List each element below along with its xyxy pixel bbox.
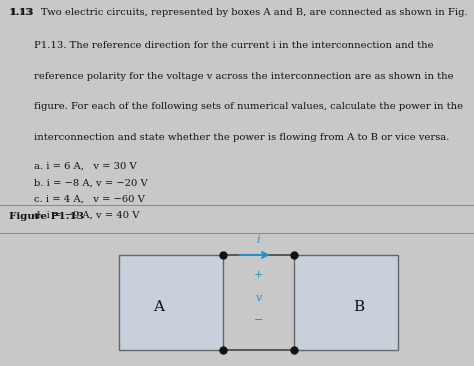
- Text: d. i = −9 A, v = 40 V: d. i = −9 A, v = 40 V: [9, 211, 140, 220]
- Text: P1.13. The reference direction for the current i in the interconnection and the: P1.13. The reference direction for the c…: [9, 41, 434, 50]
- Text: reference polarity for the voltage v across the interconnection are as shown in : reference polarity for the voltage v acr…: [9, 72, 454, 81]
- Text: −: −: [254, 315, 263, 325]
- Text: interconnection and state whether the power is flowing from A to B or vice versa: interconnection and state whether the po…: [9, 133, 450, 142]
- Text: c. i = 4 A,   v = −60 V: c. i = 4 A, v = −60 V: [9, 195, 146, 204]
- Text: 1.13: 1.13: [9, 8, 34, 17]
- Text: v: v: [255, 293, 262, 303]
- Text: Figure P1.13: Figure P1.13: [9, 212, 84, 221]
- Text: +: +: [254, 270, 263, 280]
- Text: B: B: [353, 300, 364, 314]
- Text: 1.13   Two electric circuits, represented by boxes A and B, are connected as sho: 1.13 Two electric circuits, represented …: [9, 8, 468, 17]
- Bar: [294, 255, 398, 350]
- Text: b. i = −8 A, v = −20 V: b. i = −8 A, v = −20 V: [9, 178, 148, 187]
- Text: i: i: [256, 235, 260, 245]
- Bar: [118, 255, 223, 350]
- Text: A: A: [153, 300, 164, 314]
- Text: figure. For each of the following sets of numerical values, calculate the power : figure. For each of the following sets o…: [9, 102, 464, 112]
- Text: a. i = 6 A,   v = 30 V: a. i = 6 A, v = 30 V: [9, 162, 137, 171]
